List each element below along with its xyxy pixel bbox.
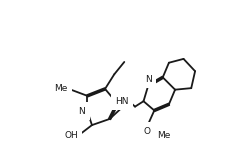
- Text: N: N: [145, 75, 152, 84]
- Text: N: N: [78, 107, 85, 116]
- Text: OH: OH: [64, 131, 78, 140]
- Text: HN: HN: [115, 97, 129, 106]
- Text: O: O: [144, 127, 151, 136]
- Text: Me: Me: [158, 131, 171, 140]
- Text: Me: Me: [55, 84, 68, 93]
